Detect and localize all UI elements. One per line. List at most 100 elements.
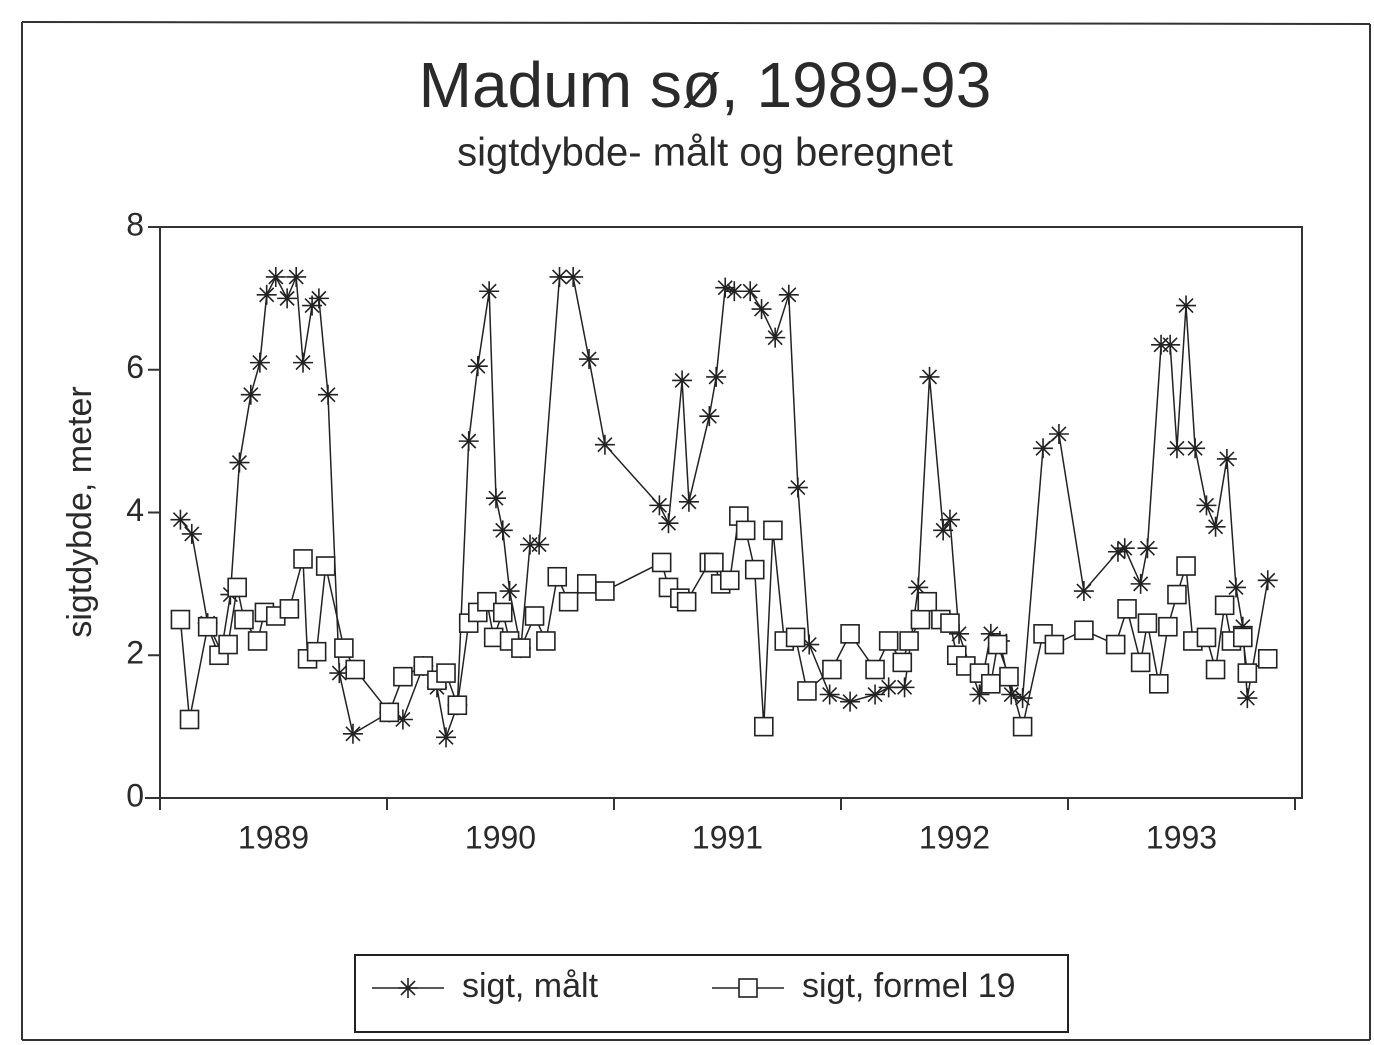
square-marker (179, 709, 200, 730)
asterisk-marker (240, 384, 261, 405)
asterisk-marker (467, 356, 488, 377)
asterisk-marker (1048, 423, 1069, 444)
y-tick-label: 4 (126, 492, 144, 528)
square-marker (1137, 613, 1158, 633)
x-tick-label: 1992 (919, 819, 990, 855)
square-marker (1237, 663, 1258, 683)
square-marker (379, 702, 400, 723)
asterisk-marker (529, 534, 550, 555)
square-marker (227, 577, 247, 598)
asterisk-marker (919, 366, 940, 387)
asterisk-marker (317, 384, 338, 405)
asterisk-marker (1176, 295, 1197, 316)
square-marker (892, 652, 913, 673)
asterisk-marker (1237, 688, 1258, 709)
square-marker (917, 591, 938, 612)
asterisk-marker (286, 266, 307, 287)
chart-subtitle: sigtdybde- målt og beregnet (457, 131, 953, 175)
square-marker (878, 631, 899, 651)
y-axis-label: sigtdybde, meter (61, 386, 99, 637)
square-marker (447, 695, 468, 716)
asterisk-marker (579, 349, 600, 370)
y-tick-label: 6 (126, 349, 144, 385)
square-marker (1044, 634, 1065, 655)
asterisk-marker (277, 288, 298, 309)
square-marker (197, 616, 218, 637)
square-marker (477, 591, 497, 612)
asterisk-marker (256, 284, 277, 305)
asterisk-marker (479, 281, 500, 302)
asterisk-marker (329, 663, 350, 684)
x-tick-label: 1991 (692, 819, 763, 855)
asterisk-marker (649, 495, 670, 516)
square-marker (218, 634, 238, 655)
asterisk-marker (1166, 438, 1187, 459)
asterisk-marker (1012, 688, 1033, 709)
asterisk-marker (1073, 581, 1094, 602)
asterisk-marker (549, 266, 570, 287)
square-marker (595, 581, 615, 601)
asterisk-marker (908, 577, 929, 598)
asterisk-marker (1130, 573, 1151, 594)
asterisk-marker (949, 623, 970, 644)
y-tick-label: 0 (126, 777, 144, 813)
square-marker (511, 638, 531, 658)
square-marker (1130, 652, 1151, 673)
square-marker (763, 520, 783, 541)
square-marker (840, 624, 860, 644)
page-frame (21, 21, 1371, 25)
asterisk-marker (778, 284, 799, 305)
asterisk-marker (787, 477, 808, 498)
legend-box (354, 954, 1069, 1033)
asterisk-marker (1137, 538, 1158, 559)
asterisk-marker (658, 513, 679, 534)
asterisk-marker (1160, 334, 1181, 355)
square-marker (1117, 599, 1137, 619)
asterisk-marker (1196, 495, 1217, 516)
square-marker (279, 599, 300, 619)
square-marker (558, 591, 579, 612)
square-marker (1214, 595, 1235, 616)
asterisk-marker (1257, 570, 1278, 591)
asterisk-marker (293, 352, 314, 373)
asterisk-marker (1001, 684, 1022, 705)
asterisk-marker (933, 520, 954, 541)
square-marker (536, 631, 556, 651)
asterisk-marker (878, 677, 899, 698)
asterisk-marker (819, 684, 840, 705)
asterisk-marker (492, 520, 513, 541)
asterisk-marker (865, 684, 886, 705)
square-marker (754, 716, 774, 737)
square-marker (719, 570, 740, 591)
square-marker (797, 681, 817, 701)
asterisk-marker (485, 488, 506, 509)
square-marker (704, 552, 724, 573)
square-marker (1232, 627, 1253, 648)
asterisk-marker (265, 266, 286, 287)
asterisk-marker (1225, 577, 1246, 598)
asterisk-marker (181, 523, 202, 544)
square-marker (524, 606, 545, 626)
asterisk-marker (939, 509, 960, 530)
asterisk-marker (458, 431, 479, 452)
square-marker (651, 552, 672, 573)
square-marker (981, 673, 1001, 694)
square-marker (744, 559, 765, 580)
asterisk-marker (980, 623, 1001, 644)
square-marker (1158, 616, 1178, 637)
asterisk-marker (969, 684, 990, 705)
square-marker (865, 659, 885, 680)
square-marker (576, 574, 597, 594)
square-marker (676, 591, 697, 612)
square-marker (735, 520, 756, 541)
y-tick-label: 2 (126, 635, 144, 671)
legend-marker (398, 978, 418, 998)
asterisk-marker (392, 709, 413, 730)
asterisk-marker (840, 691, 861, 712)
square-marker (547, 566, 568, 587)
square-marker (1012, 716, 1033, 737)
square-marker (899, 631, 919, 651)
asterisk-marker (1205, 516, 1226, 537)
square-marker (234, 609, 254, 630)
square-marker (293, 549, 313, 569)
